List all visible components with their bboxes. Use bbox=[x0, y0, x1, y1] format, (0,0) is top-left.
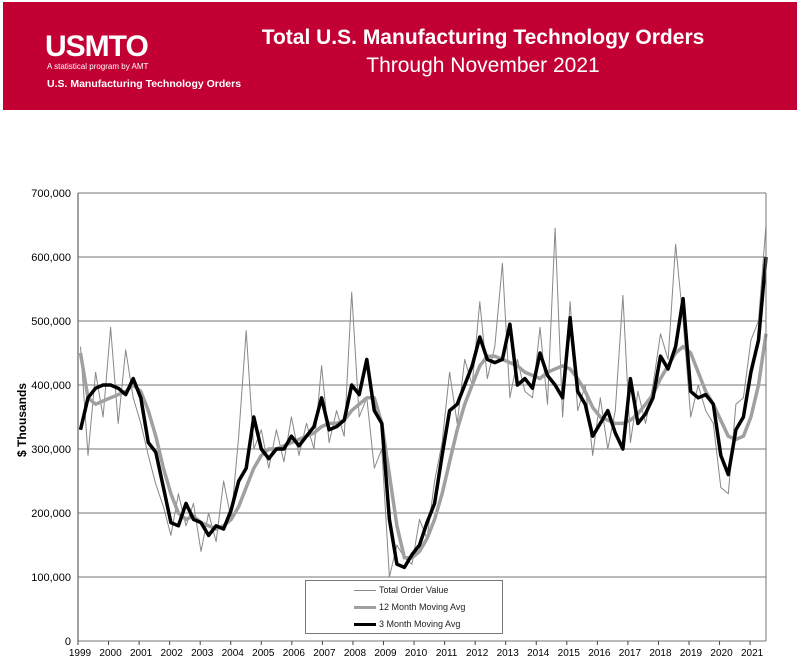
legend-item-3mo: 3 Month Moving Avg bbox=[306, 619, 460, 629]
x-tick-label: 2019 bbox=[680, 648, 703, 659]
x-tick-label: 2007 bbox=[313, 648, 336, 659]
logo-tagline: U.S. Manufacturing Technology Orders bbox=[47, 78, 242, 90]
x-tick-label: 2021 bbox=[741, 648, 764, 659]
header-banner: USMTO A statistical program by AMT U.S. … bbox=[3, 2, 797, 110]
x-tick-label: 2004 bbox=[222, 648, 245, 659]
x-tick-label: 2009 bbox=[374, 648, 397, 659]
legend-label-12mo: 12 Month Moving Avg bbox=[379, 602, 466, 612]
legend-label-3mo: 3 Month Moving Avg bbox=[379, 619, 461, 629]
x-tick-label: 2016 bbox=[588, 648, 611, 659]
logo-subtitle: A statistical program by AMT bbox=[47, 62, 149, 71]
series-total-order-value bbox=[80, 224, 767, 578]
y-tick-label: 200,000 bbox=[31, 508, 71, 520]
x-tick-label: 2013 bbox=[497, 648, 520, 659]
legend-swatch-total bbox=[354, 589, 376, 591]
y-tick-label: 700,000 bbox=[31, 188, 71, 200]
x-tick-label: 2000 bbox=[99, 648, 122, 659]
x-tick-label: 2012 bbox=[466, 648, 489, 659]
x-tick-label: 2006 bbox=[283, 648, 306, 659]
x-tick-label: 2008 bbox=[344, 648, 367, 659]
x-tick-label: 2001 bbox=[130, 648, 153, 659]
x-tick-label: 2018 bbox=[649, 648, 672, 659]
usmto-logo: USMTO bbox=[45, 30, 149, 63]
y-tick-label: 500,000 bbox=[31, 316, 71, 328]
x-tick-label: 2014 bbox=[527, 648, 550, 659]
y-tick-label: 400,000 bbox=[31, 380, 71, 392]
legend-label-total: Total Order Value bbox=[379, 585, 449, 595]
legend-item-total: Total Order Value bbox=[306, 585, 448, 595]
x-tick-label: 2003 bbox=[191, 648, 214, 659]
x-tick-label: 1999 bbox=[69, 648, 92, 659]
legend-swatch-3mo bbox=[354, 622, 376, 626]
y-axis-label: $ Thousands bbox=[15, 383, 29, 457]
y-tick-label: 600,000 bbox=[31, 252, 71, 264]
chart-legend: Total Order Value 12 Month Moving Avg 3 … bbox=[305, 580, 503, 634]
x-tick-label: 2020 bbox=[710, 648, 733, 659]
y-tick-label: 0 bbox=[65, 636, 71, 648]
x-tick-label: 2002 bbox=[161, 648, 184, 659]
y-tick-label: 100,000 bbox=[31, 572, 71, 584]
x-tick-label: 2015 bbox=[558, 648, 581, 659]
x-tick-label: 2011 bbox=[436, 648, 458, 659]
x-tick-label: 2005 bbox=[252, 648, 275, 659]
series-3-month-moving-avg bbox=[78, 256, 768, 570]
x-tick-label: 2017 bbox=[619, 648, 642, 659]
y-tick-label: 300,000 bbox=[31, 444, 71, 456]
legend-item-12mo: 12 Month Moving Avg bbox=[306, 602, 465, 612]
chart-subtitle: Through November 2021 bbox=[366, 54, 600, 77]
chart-title: Total U.S. Manufacturing Technology Orde… bbox=[261, 26, 705, 49]
legend-swatch-12mo bbox=[354, 605, 376, 609]
x-tick-label: 2010 bbox=[405, 648, 428, 659]
series-12-month-moving-avg bbox=[78, 333, 768, 560]
